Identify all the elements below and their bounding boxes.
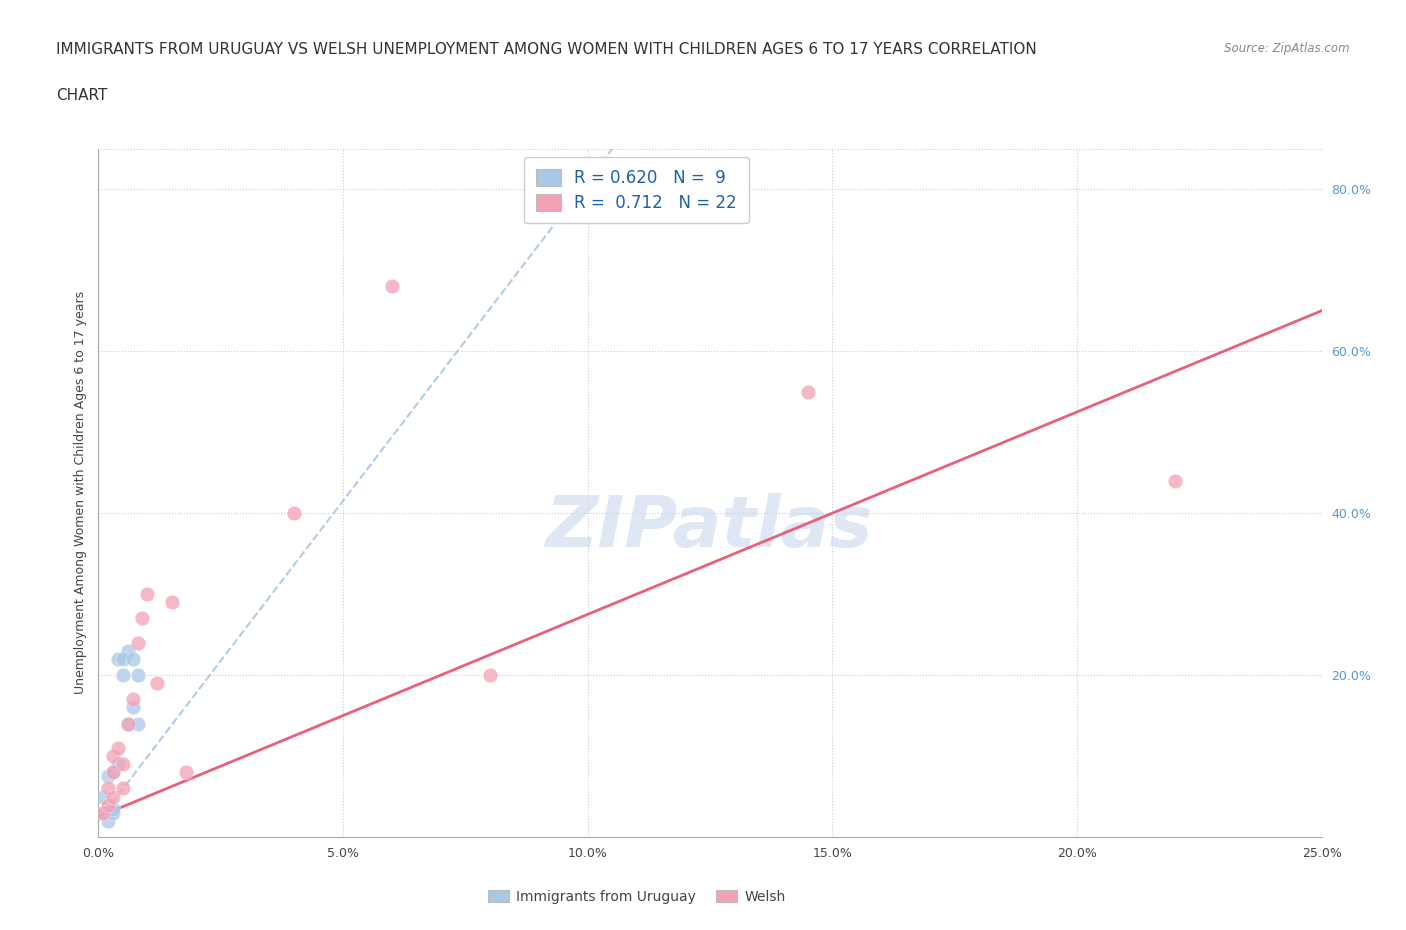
Point bbox=[101, 789, 124, 804]
Point bbox=[176, 764, 198, 779]
Point bbox=[91, 805, 114, 820]
Point bbox=[97, 814, 120, 829]
Point bbox=[101, 805, 124, 820]
Point bbox=[111, 668, 134, 683]
Point bbox=[101, 749, 124, 764]
Y-axis label: Unemployment Among Women with Children Ages 6 to 17 years: Unemployment Among Women with Children A… bbox=[75, 291, 87, 695]
Point bbox=[146, 676, 169, 691]
Text: CHART: CHART bbox=[56, 88, 108, 103]
Point bbox=[111, 757, 134, 772]
Point bbox=[97, 781, 120, 796]
Point bbox=[117, 644, 139, 658]
Point bbox=[107, 651, 129, 666]
Point bbox=[121, 692, 143, 707]
Point bbox=[101, 802, 124, 817]
Point bbox=[107, 740, 129, 755]
Point bbox=[121, 700, 143, 715]
Text: ZIPatlas: ZIPatlas bbox=[547, 493, 873, 562]
Point bbox=[127, 668, 149, 683]
Point bbox=[111, 651, 134, 666]
Point bbox=[101, 764, 124, 779]
Point bbox=[107, 757, 129, 772]
Point bbox=[127, 635, 149, 650]
Point bbox=[111, 781, 134, 796]
Point bbox=[283, 506, 305, 521]
Point bbox=[381, 279, 404, 294]
Point bbox=[117, 716, 139, 731]
Point bbox=[136, 587, 159, 602]
Point bbox=[117, 716, 139, 731]
Point bbox=[131, 611, 153, 626]
Point bbox=[97, 797, 120, 812]
Text: IMMIGRANTS FROM URUGUAY VS WELSH UNEMPLOYMENT AMONG WOMEN WITH CHILDREN AGES 6 T: IMMIGRANTS FROM URUGUAY VS WELSH UNEMPLO… bbox=[56, 42, 1038, 57]
Point bbox=[797, 384, 820, 399]
Point bbox=[127, 716, 149, 731]
Point bbox=[1164, 473, 1187, 488]
Point bbox=[160, 595, 183, 610]
Point bbox=[101, 764, 124, 779]
Point bbox=[97, 769, 120, 784]
Point bbox=[91, 789, 114, 804]
Point bbox=[91, 805, 114, 820]
Legend: Immigrants from Uruguay, Welsh: Immigrants from Uruguay, Welsh bbox=[482, 884, 792, 910]
Point bbox=[478, 668, 501, 683]
Text: Source: ZipAtlas.com: Source: ZipAtlas.com bbox=[1225, 42, 1350, 55]
Point bbox=[121, 651, 143, 666]
